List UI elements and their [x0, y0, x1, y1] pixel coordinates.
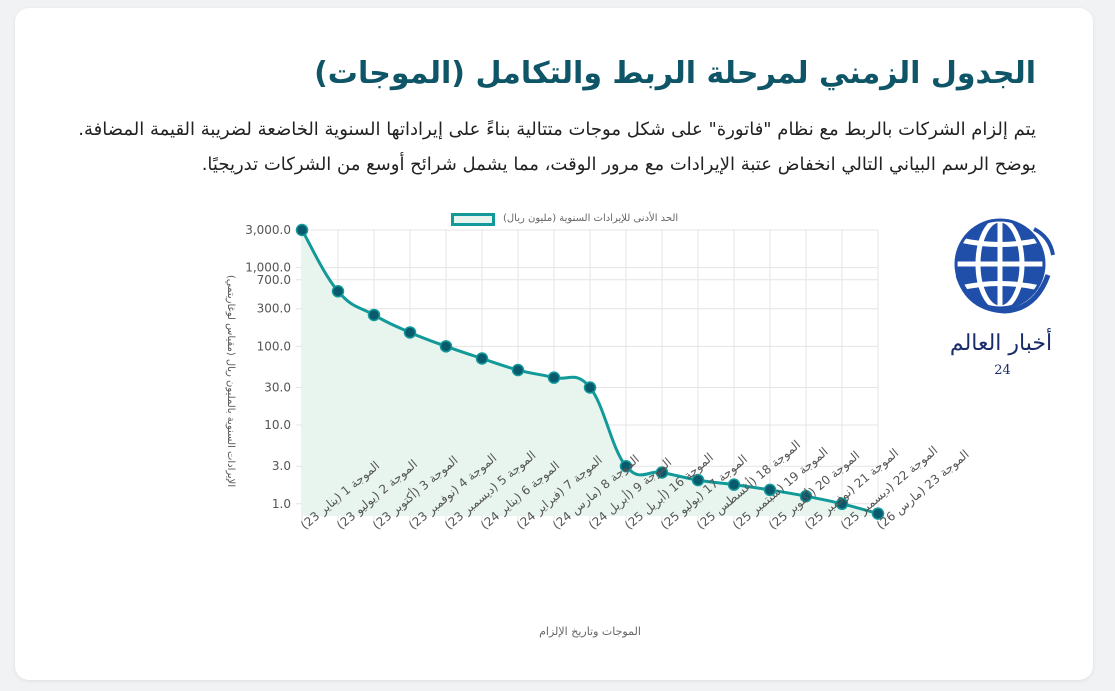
series-area-fill [302, 230, 878, 516]
logo-number: 24 [994, 363, 1011, 378]
chart-legend[interactable]: الحد الأدنى للإيرادات السنوية (مليون ريا… [451, 211, 691, 229]
series-line [300, 229, 879, 516]
y-axis-ticks: 1.0 3.0 10.0 30.0 100.0 300.0 700.01,000.0 3,00… [245, 223, 291, 511]
data-point[interactable] [763, 483, 777, 497]
x-tick-label: الموجة 7 (فبراير 24) [514, 453, 606, 533]
data-point[interactable] [619, 459, 633, 473]
x-tick-label: الموجة 22 (ديسمبر 25) [838, 443, 941, 533]
data-point[interactable] [799, 489, 813, 503]
y-tick-label: 300.0 [257, 302, 291, 316]
site-logo[interactable]: أخبار العالم 24 [945, 213, 1065, 388]
y-tick-label: 10.0 [264, 418, 291, 432]
x-axis-title: الموجات وتاريخ الإلزام [539, 625, 641, 638]
content-card: الجدول الزمني لمرحلة الربط والتكامل (الم… [15, 8, 1093, 680]
x-tick-label: الموجة 23 (مارس 26) [874, 447, 972, 533]
data-point[interactable] [331, 285, 345, 298]
x-tick-label: الموجة 9 (أبريل 24) [585, 454, 675, 533]
x-tick-label: الموجة 4 (نوفمبر 23) [406, 451, 500, 533]
x-tick-label: الموجة 5 (ديسمبر 23) [442, 448, 539, 533]
x-tick-label: الموجة 21 (نوفمبر 25) [802, 446, 902, 533]
data-point[interactable] [583, 381, 597, 394]
data-point[interactable] [871, 507, 885, 520]
x-tick-label: الموجة 2 (يوليو 23) [334, 457, 421, 533]
y-tick-label: 1.0 [272, 497, 291, 511]
data-point[interactable] [511, 363, 525, 377]
data-point[interactable] [655, 466, 669, 479]
y-tick-label: 30.0 [264, 380, 291, 394]
x-tick-label: الموجة 18 (أغسطس 25) [693, 437, 804, 533]
data-point[interactable] [367, 308, 381, 322]
x-tick-label: الموجة 1 (يناير 23) [298, 458, 383, 533]
description-text: يتم إلزام الشركات بالربط مع نظام "فاتورة… [78, 119, 1036, 175]
page-title: الجدول الزمني لمرحلة الربط والتكامل (الم… [314, 56, 1036, 91]
y-tick-label: 3,000.0 [245, 223, 291, 237]
logo-text: أخبار العالم [949, 331, 1053, 356]
legend-swatch [451, 213, 495, 226]
x-tick-label: الموجة 3 (أكتوبر 23) [369, 452, 461, 533]
x-axis-ticks: الموجة 1 (يناير 23)الموجة 2 (يوليو 23)ال… [298, 437, 972, 533]
data-point[interactable] [835, 497, 849, 511]
data-point[interactable] [295, 223, 309, 237]
x-tick-label: الموجة 6 (يناير 24) [478, 458, 563, 533]
data-point[interactable] [475, 352, 489, 365]
legend-label: الحد الأدنى للإيرادات السنوية (مليون ريا… [503, 213, 679, 224]
x-tick-label: الموجة 8 (مارس 24) [550, 452, 643, 533]
data-point[interactable] [691, 473, 705, 487]
line-chart: 1.0 3.0 10.0 30.0 100.0 300.0 700.01,000.0 3,00… [225, 223, 972, 638]
data-point[interactable] [727, 478, 741, 491]
y-tick-label: 1,000.0 [245, 261, 291, 275]
data-point[interactable] [403, 326, 417, 339]
y-tick-label: 3.0 [272, 459, 291, 473]
y-axis-title: الإيرادات السنوية بالمليون ريال (مقياس ل… [225, 275, 236, 487]
x-tick-label: الموجة 20 (أكتوبر 25) [765, 447, 863, 533]
y-tick-label: 100.0 [257, 339, 291, 353]
x-tick-label: الموجة 17 (يوليو 25) [658, 452, 751, 533]
x-tick-label: الموجة 19 (سبتمبر 25) [730, 445, 831, 534]
data-point[interactable] [439, 340, 453, 353]
x-tick-label: الموجة 16 (أبريل 25) [621, 449, 716, 533]
series-points [295, 223, 885, 520]
chart-grid [296, 229, 879, 522]
globe-icon [954, 218, 1055, 314]
data-point[interactable] [547, 371, 561, 384]
y-tick-label: 700.0 [257, 273, 291, 287]
